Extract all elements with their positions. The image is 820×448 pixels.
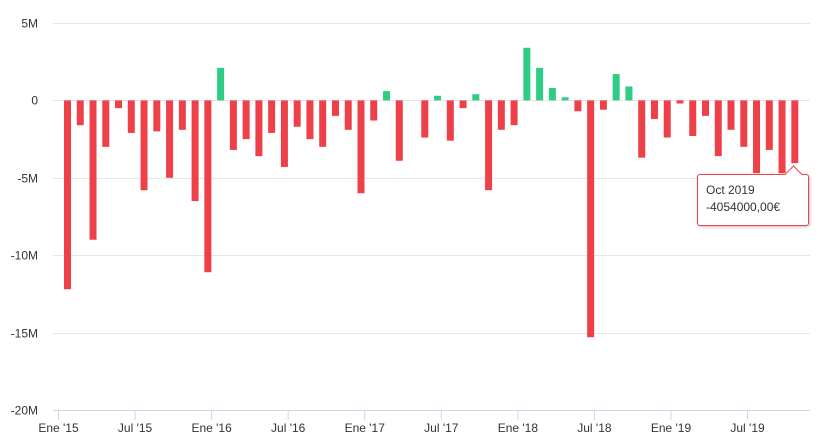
x-tick-label: Ene '16 xyxy=(191,421,232,435)
bar xyxy=(510,100,518,126)
bar xyxy=(561,97,569,101)
bar xyxy=(472,94,480,101)
bar xyxy=(370,100,378,121)
y-tick-label: 0 xyxy=(31,94,38,108)
y-tick-label: 5M xyxy=(21,17,38,31)
bar xyxy=(395,100,403,161)
bar xyxy=(229,100,237,150)
x-tick-label: Jul '17 xyxy=(424,421,459,435)
bar xyxy=(689,100,697,137)
bar xyxy=(383,91,390,101)
bar xyxy=(497,100,505,130)
bar xyxy=(127,100,135,133)
bar xyxy=(650,100,658,119)
x-tick-label: Ene '18 xyxy=(498,421,539,435)
y-axis-labels: 5M 0 -5M -10M -15M -20M xyxy=(11,17,39,418)
bar xyxy=(574,100,582,112)
bar xyxy=(242,100,250,140)
x-tick-label: Ene '19 xyxy=(651,421,692,435)
bar xyxy=(140,100,148,191)
bar xyxy=(319,100,327,147)
bar xyxy=(485,100,493,191)
bar xyxy=(293,100,301,127)
bar xyxy=(702,100,709,116)
bar xyxy=(753,100,761,174)
bar xyxy=(599,100,607,110)
tooltip-title: Oct 2019 xyxy=(706,183,755,197)
bar xyxy=(676,100,684,104)
x-tick-label: Jul '16 xyxy=(271,421,306,435)
y-tick-label: -5M xyxy=(17,172,38,186)
bar xyxy=(76,100,84,126)
x-tick-label: Jul '19 xyxy=(730,421,765,435)
bar xyxy=(778,100,786,174)
bar xyxy=(523,47,531,101)
bar xyxy=(178,100,186,130)
bar xyxy=(638,100,646,158)
tooltip: Oct 2019 -4054000,00€ xyxy=(697,165,809,226)
bar xyxy=(459,100,467,109)
bar xyxy=(64,100,71,290)
x-tick-label: Ene '15 xyxy=(38,421,79,435)
bar xyxy=(663,100,671,138)
bar xyxy=(166,100,174,178)
bar xyxy=(268,100,276,133)
tooltip-value: -4054000,00€ xyxy=(706,200,781,214)
bar xyxy=(421,100,429,138)
x-tick-label: Jul '18 xyxy=(577,421,612,435)
bar xyxy=(765,100,773,150)
bar xyxy=(153,100,161,132)
bar xyxy=(191,100,199,202)
x-tick-label: Ene '17 xyxy=(345,421,386,435)
bar xyxy=(102,100,110,147)
bar xyxy=(740,100,748,147)
bar xyxy=(280,100,288,167)
x-axis: Ene '15 Jul '15 Ene '16 Jul '16 Ene '17 Jul '… xyxy=(38,410,810,435)
bar xyxy=(204,100,212,273)
bar xyxy=(727,100,735,130)
bar xyxy=(344,100,352,130)
bar xyxy=(217,67,225,101)
bar xyxy=(536,67,544,101)
bar xyxy=(548,88,556,101)
bar xyxy=(306,100,314,140)
bar xyxy=(115,100,123,109)
bar xyxy=(434,95,442,101)
bar xyxy=(255,100,263,157)
bar xyxy=(625,86,633,101)
bars xyxy=(64,47,799,338)
bar xyxy=(89,100,97,240)
bar xyxy=(791,100,799,164)
bar xyxy=(714,100,722,157)
bar xyxy=(612,74,620,101)
bar xyxy=(357,100,365,194)
y-tick-label: -15M xyxy=(11,327,38,341)
y-tick-label: -10M xyxy=(11,249,38,263)
bar xyxy=(446,100,454,141)
x-tick-label: Jul '15 xyxy=(118,421,153,435)
y-tick-label: -20M xyxy=(11,404,38,418)
bar xyxy=(587,100,595,338)
bar xyxy=(331,100,339,116)
